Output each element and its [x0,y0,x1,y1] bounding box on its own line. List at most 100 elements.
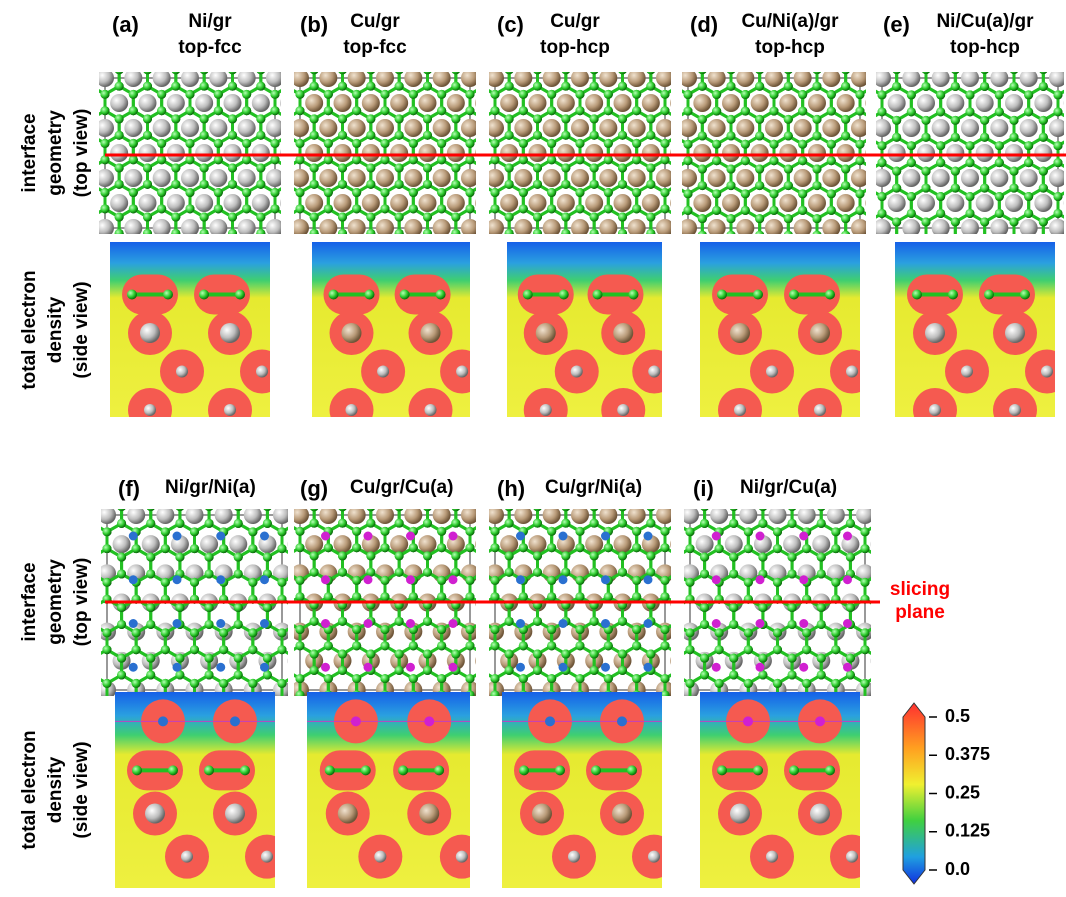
metal-atom [779,144,797,162]
carbon-atom [338,180,347,189]
carbon-atom [476,650,485,659]
carbon-atom [480,82,489,91]
carbon-atom [951,82,960,91]
carbon-atom [491,253,500,262]
carbon-atom [476,666,485,675]
carbon-atom [1024,158,1033,167]
carbon-atom [951,65,960,74]
carbon-atom [186,57,195,66]
carbon-atom [200,229,209,238]
carbon-atom [285,163,294,172]
carbon-atom [519,106,528,115]
metal-atom [291,219,309,237]
metal-atom [543,506,561,524]
carbon-atom [523,290,533,300]
carbon-atom [117,502,126,511]
metal-atom [808,144,826,162]
carbon-atom [86,65,95,74]
adatom [321,663,330,672]
carbon-atom [101,57,110,66]
metal-atom [722,194,740,212]
carbon-atom [604,139,613,148]
carbon-atom [129,41,138,50]
carbon-atom [117,620,126,629]
carbon-atom [480,213,489,222]
carbon-atom [101,237,110,246]
carbon-atom [632,57,641,66]
graphene-ring [608,37,636,70]
carbon-atom [88,468,97,477]
carbon-atom [127,290,137,300]
carbon-atom [281,114,290,123]
carbon-atom [338,551,347,560]
adatom [260,575,269,584]
graphene-ring [659,235,688,268]
carbon-atom [366,180,375,189]
carbon-atom [86,262,95,271]
carbon-atom [966,158,975,167]
carbon-atom [1024,141,1033,150]
carbon-atom [436,290,446,300]
carbon-atom [423,114,432,123]
graphene-ring [495,37,523,70]
graphene-ring [275,37,303,70]
carbon-atom [494,57,503,66]
carbon-atom [476,229,485,238]
carbon-atom [547,625,556,634]
carbon-atom [632,641,641,650]
graphene-ring [105,37,133,70]
carbon-atom [827,90,836,99]
carbon-atom [561,131,570,140]
carbon-atom [88,670,97,679]
carbon-atom [480,470,489,479]
carbon-atom [219,544,228,553]
carbon-atom [476,114,485,123]
carbon-atom [72,237,81,246]
metal-atom [902,169,920,187]
carbon-atom [995,209,1004,218]
adatom [406,575,415,584]
metal-atom [390,194,408,212]
carbon-atom [146,603,155,612]
carbon-atom [437,155,446,164]
carbon-atom [175,654,184,663]
carbon-atom [103,494,112,503]
carbon-atom [505,617,514,626]
carbon-atom [1010,133,1019,142]
carbon-atom [117,654,126,663]
carbon-atom [547,641,556,650]
carbon-atom [409,57,418,66]
carbon-atom [827,107,836,116]
carbon-atom [352,57,361,66]
carbon-atom [171,82,180,91]
carbon-atom [256,131,265,140]
carbon-atom [1054,141,1063,150]
metal-atom [124,219,142,237]
metal-atom [837,94,855,112]
metal-atom [679,219,697,237]
carbon-atom [296,57,305,66]
carbon-atom [86,65,95,74]
carbon-atom [491,41,500,50]
carbon-atom [296,41,305,50]
carbon-atom [533,163,542,172]
carbon-atom [1020,290,1030,300]
adatom [321,575,330,584]
carbon-atom [157,41,166,50]
carbon-atom [161,578,170,587]
metal-atom [599,219,617,237]
carbon-atom [1010,116,1019,125]
carbon-atom [476,65,485,74]
carbon-atom [590,180,599,189]
carbon-atom [878,40,887,49]
carbon-atom [310,180,319,189]
metal-atom [153,169,171,187]
metal-atom [127,506,145,524]
carbon-atom [451,114,460,123]
metal-atom [851,219,869,237]
carbon-atom [115,114,124,123]
carbon-atom [186,90,195,99]
carbon-atom [338,650,347,659]
carbon-atom [146,502,155,511]
metal-atom [98,506,116,524]
